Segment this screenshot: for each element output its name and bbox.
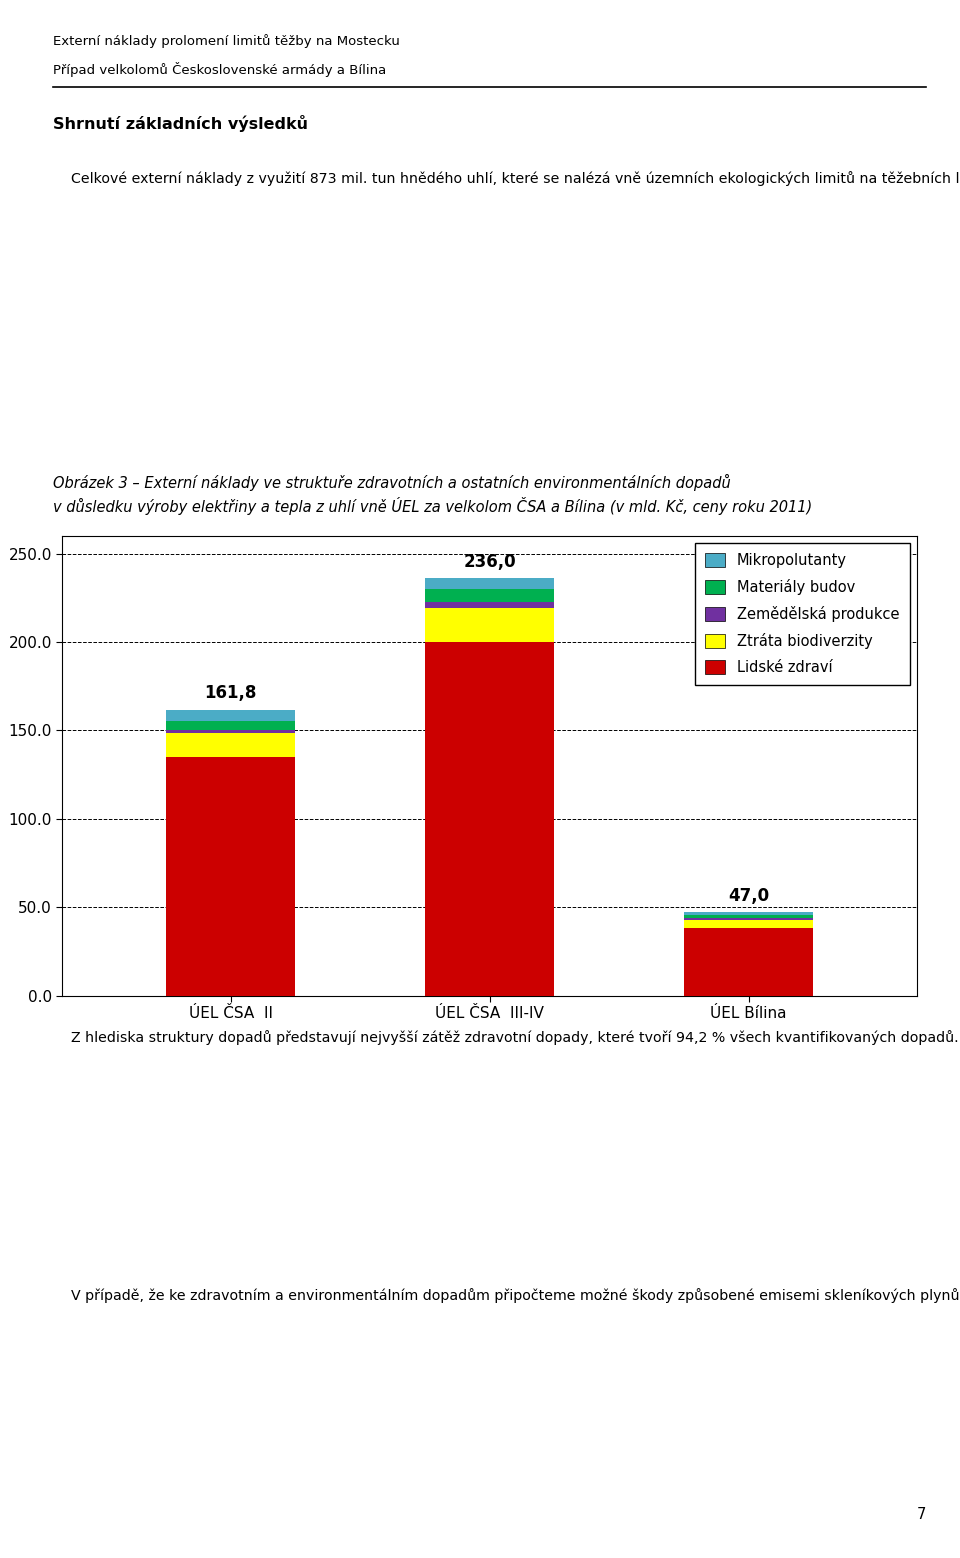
Text: V případě, že ke zdravotním a environmentálním dopadům připočteme možné škody zp: V případě, že ke zdravotním a environmen… [53,1287,960,1304]
Bar [684,913,813,915]
Text: 161,8: 161,8 [204,684,257,703]
Text: Shrnutí základních výsledků: Shrnutí základních výsledků [53,115,308,132]
Text: Externí náklady prolomení limitů těžby na Mostecku: Externí náklady prolomení limitů těžby n… [53,34,399,48]
Bar [166,721,296,729]
Bar [166,709,296,721]
Bar [684,919,813,927]
Text: Celkové externí náklady z využití 873 mil. tun hnědého uhlí, které se nalézá vně: Celkové externí náklady z využití 873 mi… [53,170,960,187]
Bar [425,578,554,589]
Legend: Mikropolutanty, Materiály budov, Zemědělská produkce, Ztráta biodiverzity, Lidsk: Mikropolutanty, Materiály budov, Zeměděl… [694,544,909,686]
Bar [684,915,813,918]
Text: Z hlediska struktury dopadů představují nejvyšší zátěž zdravotní dopady, které t: Z hlediska struktury dopadů představují … [53,1030,960,1045]
Text: 7: 7 [917,1507,926,1522]
Bar [425,603,554,608]
Bar [166,729,296,734]
Bar [684,927,813,996]
Bar [166,757,296,996]
Text: Obrázek 3 – Externí náklady ve struktuře zdravotních a ostatních environmentální: Obrázek 3 – Externí náklady ve struktuře… [53,474,812,514]
Bar [425,608,554,642]
Bar [425,589,554,603]
Bar [425,642,554,996]
Text: 47,0: 47,0 [728,888,769,905]
Bar [166,734,296,757]
Text: Případ velkolomů Československé armády a Bílina: Případ velkolomů Československé armády a… [53,62,386,78]
Text: 236,0: 236,0 [464,553,516,572]
